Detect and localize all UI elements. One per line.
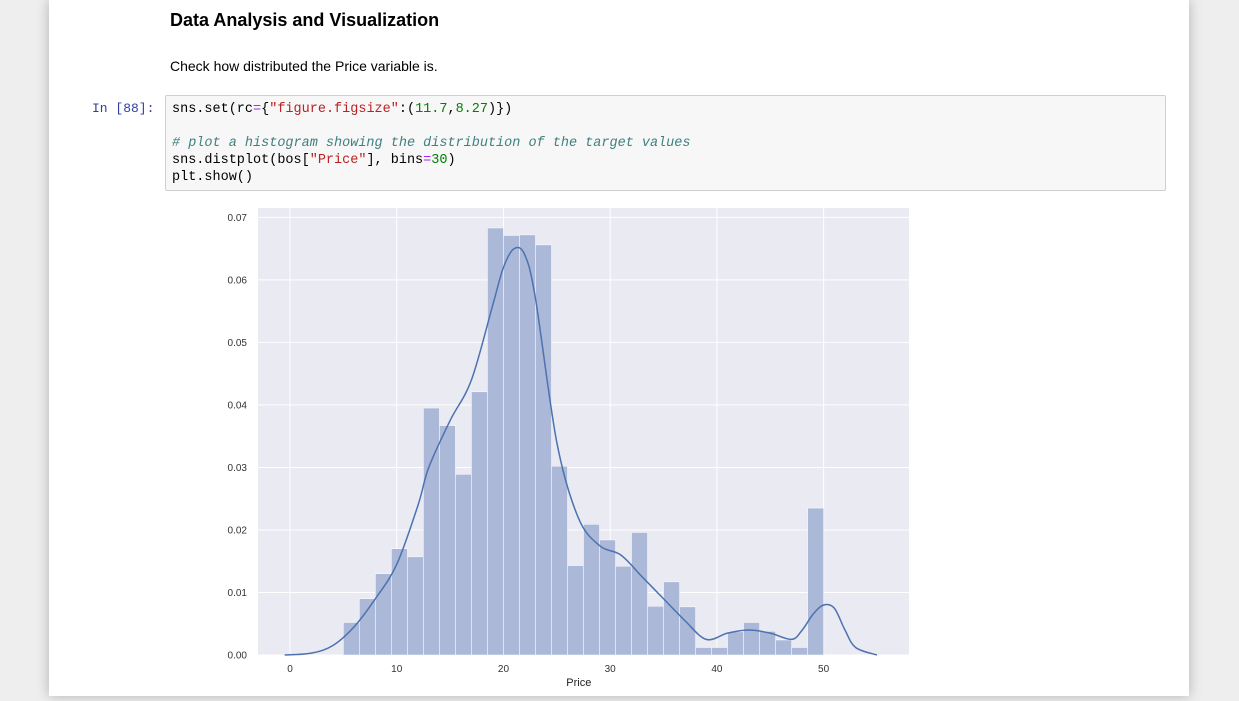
code-token: = (253, 102, 262, 117)
notebook-page: Data Analysis and Visualization Check ho… (49, 0, 1189, 696)
histogram-bar (679, 606, 696, 656)
x-tick-label: 40 (711, 664, 723, 675)
histogram-bar (615, 565, 632, 656)
code-token: :( (398, 102, 416, 117)
cell-prompt: In [88]: (92, 101, 155, 116)
histogram-bar (631, 532, 648, 656)
histogram-bar (727, 631, 744, 656)
histogram-bar (439, 425, 456, 656)
y-tick-label: 0.00 (228, 651, 248, 662)
x-tick-label: 10 (391, 664, 403, 675)
histogram-bar (503, 235, 520, 656)
histogram-bar (663, 581, 680, 656)
code-token: { (261, 102, 270, 117)
kde-curve (284, 246, 878, 656)
histogram-bar (423, 407, 440, 656)
histogram-bar (535, 244, 552, 656)
markdown-paragraph: Check how distributed the Price variable… (170, 58, 438, 74)
histogram-bar (375, 573, 392, 656)
y-tick-label: 0.06 (228, 275, 248, 286)
histogram-bar (359, 598, 376, 656)
code-token: "Price" (309, 153, 367, 168)
code-line: sns.distplot(bos["Price"], bins=30) (172, 153, 456, 168)
code-token: = (423, 153, 432, 168)
code-line: plt.show() (172, 170, 253, 185)
histogram-bar (567, 565, 584, 656)
histogram-bar (471, 391, 488, 656)
code-token: 8.27 (455, 102, 488, 117)
histogram-bar (599, 539, 616, 656)
code-token: sns.distplot(bos[ (172, 153, 310, 168)
histogram-chart: 0 10 20 30 40 50 0.00 0.01 0.02 0.03 0.04 0.05 0.06 0… (228, 208, 909, 689)
histogram-bar (791, 647, 808, 656)
histogram-bar (407, 556, 424, 656)
code-token: )}) (487, 102, 513, 117)
histogram-bar (343, 622, 360, 656)
code-token: 11.7 (415, 102, 448, 117)
histogram-bar (807, 507, 824, 656)
histogram-bar (743, 622, 760, 656)
histogram-bar (775, 639, 792, 656)
code-token: ) (447, 153, 456, 168)
x-tick-label: 20 (498, 664, 510, 675)
histogram-bar (711, 647, 728, 656)
code-token: , (447, 102, 456, 117)
code-token: "figure.figsize" (269, 102, 399, 117)
histogram-bar (759, 630, 776, 656)
y-tick-label: 0.01 (228, 588, 248, 599)
x-tick-label: 0 (287, 664, 293, 675)
histogram-bar (695, 647, 712, 656)
histogram-bar (455, 474, 472, 656)
code-line: # plot a histogram showing the distribut… (172, 136, 690, 151)
x-tick-label: 30 (605, 664, 617, 675)
code-line: sns.set(rc={"figure.figsize":(11.7,8.27)… (172, 102, 512, 117)
histogram-bar (647, 605, 664, 656)
histogram-bar (391, 548, 408, 656)
y-tick-label: 0.02 (228, 525, 248, 536)
code-token: 30 (431, 153, 448, 168)
histogram-bar (487, 227, 504, 656)
y-tick-label: 0.07 (228, 213, 248, 224)
section-heading: Data Analysis and Visualization (170, 10, 440, 30)
y-tick-label: 0.04 (228, 400, 248, 411)
x-axis-label: Price (566, 677, 591, 689)
histogram-bar (551, 465, 568, 656)
code-token: # plot a histogram showing the distribut… (172, 136, 691, 151)
code-token: sns.set(rc (172, 102, 254, 117)
code-token: ], bins (366, 153, 424, 168)
x-tick-label: 50 (818, 664, 830, 675)
y-tick-label: 0.05 (228, 338, 248, 349)
histogram-bar (519, 234, 536, 656)
code-cell-input[interactable]: sns.set(rc={"figure.figsize":(11.7,8.27)… (165, 95, 1166, 191)
y-tick-label: 0.03 (228, 463, 248, 474)
cell-output: 0 10 20 30 40 50 0.00 0.01 0.02 0.03 0.04 0.05 0.06 0… (165, 200, 925, 701)
code-token: plt.show() (172, 170, 254, 185)
